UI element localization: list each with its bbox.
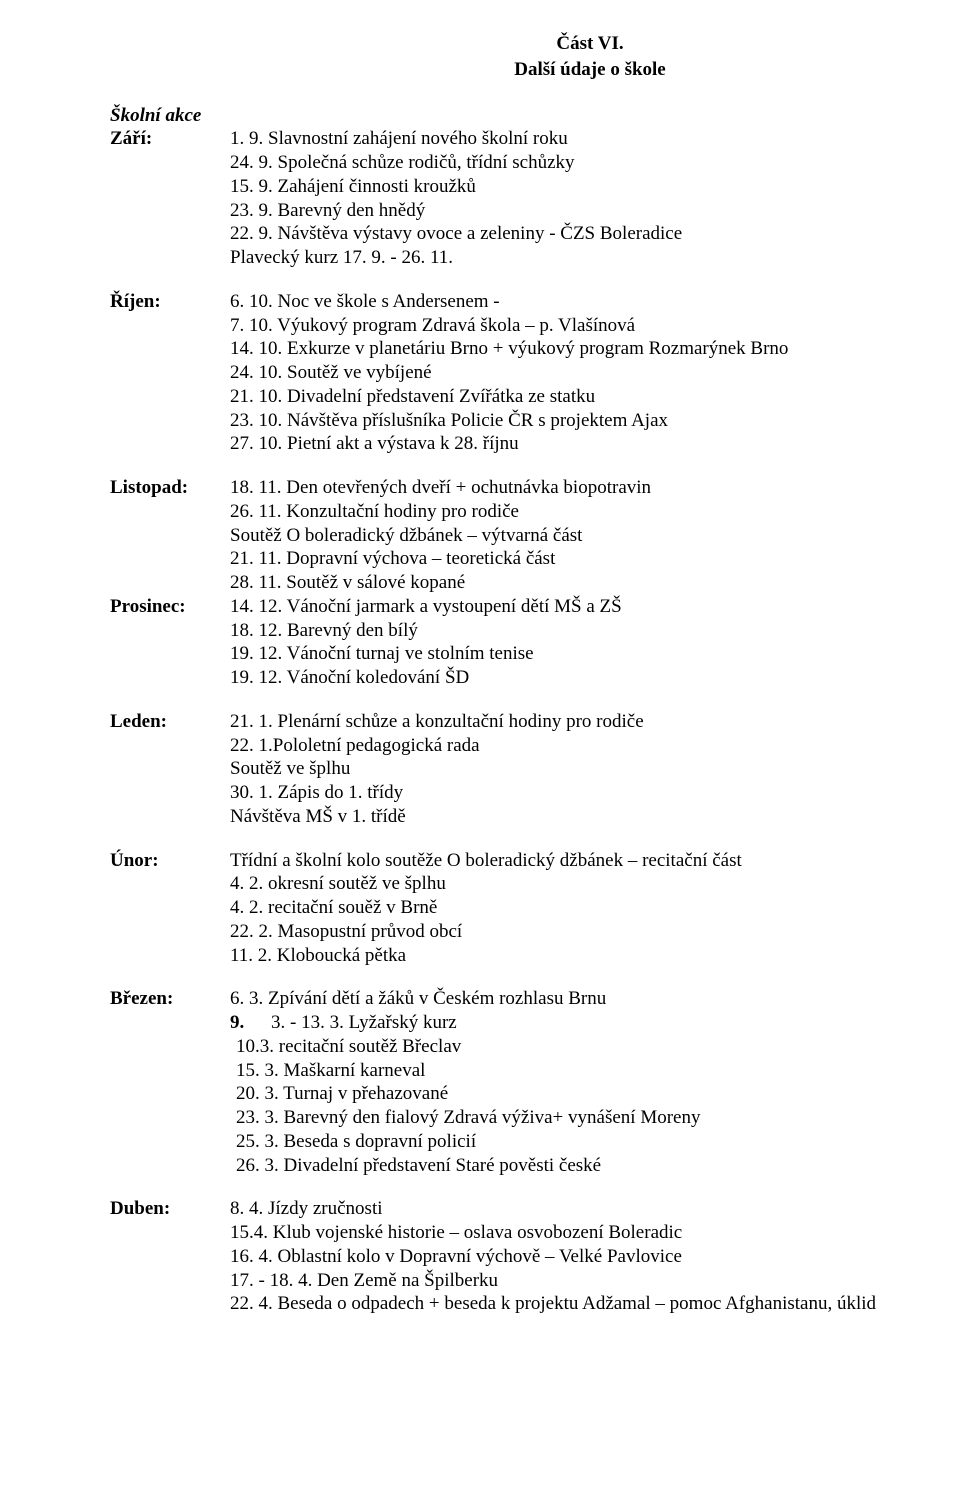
entry: 11. 2. Kloboucká pětka bbox=[230, 944, 960, 968]
entry: 21. 10. Divadelní představení Zvířátka z… bbox=[230, 385, 960, 409]
entry: 19. 12. Vánoční turnaj ve stolním tenise bbox=[230, 642, 960, 666]
entry: 22. 9. Návštěva výstavy ovoce a zeleniny… bbox=[230, 222, 960, 246]
entry: 22. 2. Masopustní průvod obcí bbox=[230, 920, 960, 944]
month-unor: Únor: Třídní a školní kolo soutěže O bol… bbox=[110, 849, 960, 968]
month-label: Duben: bbox=[110, 1197, 230, 1221]
entry: 26. 11. Konzultační hodiny pro rodiče bbox=[230, 500, 960, 524]
month-leden: Leden: 21. 1. Plenární schůze a konzulta… bbox=[110, 710, 960, 829]
month-label: Leden: bbox=[110, 710, 230, 734]
entry: Plavecký kurz 17. 9. - 26. 11. bbox=[230, 246, 960, 270]
entry: 27. 10. Pietní akt a výstava k 28. říjnu bbox=[230, 432, 960, 456]
entries-leden: 21. 1. Plenární schůze a konzultační hod… bbox=[230, 710, 960, 829]
month-rijen: Říjen: 6. 10. Noc ve škole s Andersenem … bbox=[110, 290, 960, 456]
entry: 18. 12. Barevný den bílý bbox=[230, 619, 960, 643]
entry: 16. 4. Oblastní kolo v Dopravní výchově … bbox=[230, 1245, 960, 1269]
entry: Soutěž O boleradický džbánek – výtvarná … bbox=[230, 524, 960, 548]
entries-rijen: 6. 10. Noc ve škole s Andersenem - 7. 10… bbox=[230, 290, 960, 456]
entry-text: 3. - 13. 3. Lyžařský kurz bbox=[249, 1012, 457, 1033]
month-label: Říjen: bbox=[110, 290, 230, 314]
month-label: Září: bbox=[110, 127, 230, 151]
entry: 22. 1.Pololetní pedagogická rada bbox=[230, 734, 960, 758]
title-part: Část VI. bbox=[110, 32, 960, 56]
entry: 18. 11. Den otevřených dveří + ochutnávk… bbox=[230, 476, 960, 500]
entry: 23. 3. Barevný den fialový Zdravá výživa… bbox=[230, 1106, 960, 1130]
entry: 21. 11. Dopravní výchova – teoretická čá… bbox=[230, 547, 960, 571]
entry: 25. 3. Beseda s dopravní policií bbox=[230, 1130, 960, 1154]
section-heading: Školní akce bbox=[110, 104, 960, 128]
entry: 17. - 18. 4. Den Země na Špilberku bbox=[230, 1269, 960, 1293]
title-subtitle: Další údaje o škole bbox=[110, 58, 960, 82]
entry: 15. 9. Zahájení činnosti kroužků bbox=[230, 175, 960, 199]
entry: 23. 9. Barevný den hnědý bbox=[230, 199, 960, 223]
entry: 8. 4. Jízdy zručnosti bbox=[230, 1197, 960, 1221]
entry: 6. 10. Noc ve škole s Andersenem - bbox=[230, 290, 960, 314]
entry: 15. 3. Maškarní karneval bbox=[230, 1059, 960, 1083]
entry-bold-date: 9. bbox=[230, 1012, 244, 1033]
entry: 9. 3. - 13. 3. Lyžařský kurz bbox=[230, 1011, 960, 1035]
entry: 23. 10. Návštěva příslušníka Policie ČR … bbox=[230, 409, 960, 433]
entries-duben: 8. 4. Jízdy zručnosti 15.4. Klub vojensk… bbox=[230, 1197, 960, 1316]
month-label: Únor: bbox=[110, 849, 230, 873]
entry: 10.3. recitační soutěž Břeclav bbox=[230, 1035, 960, 1059]
title-block: Část VI. Další údaje o škole bbox=[110, 32, 960, 82]
entry: 4. 2. recitační souěž v Brně bbox=[230, 896, 960, 920]
entry: 6. 3. Zpívání dětí a žáků v Českém rozhl… bbox=[230, 987, 960, 1011]
entry: 14. 12. Vánoční jarmark a vystoupení dět… bbox=[230, 595, 960, 619]
month-label: Listopad: bbox=[110, 476, 230, 500]
entry: 20. 3. Turnaj v přehazované bbox=[230, 1082, 960, 1106]
entry: 7. 10. Výukový program Zdravá škola – p.… bbox=[230, 314, 960, 338]
entry: 26. 3. Divadelní představení Staré pověs… bbox=[230, 1154, 960, 1178]
entry: 24. 9. Společná schůze rodičů, třídní sc… bbox=[230, 151, 960, 175]
entry: 14. 10. Exkurze v planetáriu Brno + výuk… bbox=[230, 337, 960, 361]
entries-unor: Třídní a školní kolo soutěže O boleradic… bbox=[230, 849, 960, 968]
entry: 4. 2. okresní soutěž ve šplhu bbox=[230, 872, 960, 896]
entries-listopad: 18. 11. Den otevřených dveří + ochutnávk… bbox=[230, 476, 960, 595]
entry: 15.4. Klub vojenské historie – oslava os… bbox=[230, 1221, 960, 1245]
entry: 1. 9. Slavnostní zahájení nového školní … bbox=[230, 127, 960, 151]
entry: Návštěva MŠ v 1. třídě bbox=[230, 805, 960, 829]
entry: 19. 12. Vánoční koledování ŠD bbox=[230, 666, 960, 690]
entries-prosinec: 14. 12. Vánoční jarmark a vystoupení dět… bbox=[230, 595, 960, 690]
month-zari: Září: 1. 9. Slavnostní zahájení nového š… bbox=[110, 127, 960, 270]
entry: 28. 11. Soutěž v sálové kopané bbox=[230, 571, 960, 595]
entries-brezen: 6. 3. Zpívání dětí a žáků v Českém rozhl… bbox=[230, 987, 960, 1177]
month-listopad: Listopad: 18. 11. Den otevřených dveří +… bbox=[110, 476, 960, 595]
month-brezen: Březen: 6. 3. Zpívání dětí a žáků v Česk… bbox=[110, 987, 960, 1177]
entry: Soutěž ve šplhu bbox=[230, 757, 960, 781]
entry: 30. 1. Zápis do 1. třídy bbox=[230, 781, 960, 805]
entry: 22. 4. Beseda o odpadech + beseda k proj… bbox=[230, 1292, 960, 1316]
month-label: Březen: bbox=[110, 987, 230, 1011]
month-prosinec: Prosinec: 14. 12. Vánoční jarmark a vyst… bbox=[110, 595, 960, 690]
month-label: Prosinec: bbox=[110, 595, 230, 619]
entry: 24. 10. Soutěž ve vybíjené bbox=[230, 361, 960, 385]
month-listopad-prosinec: Listopad: 18. 11. Den otevřených dveří +… bbox=[110, 476, 960, 690]
entry: 21. 1. Plenární schůze a konzultační hod… bbox=[230, 710, 960, 734]
entries-zari: 1. 9. Slavnostní zahájení nového školní … bbox=[230, 127, 960, 270]
entry: Třídní a školní kolo soutěže O boleradic… bbox=[230, 849, 960, 873]
month-duben: Duben: 8. 4. Jízdy zručnosti 15.4. Klub … bbox=[110, 1197, 960, 1316]
